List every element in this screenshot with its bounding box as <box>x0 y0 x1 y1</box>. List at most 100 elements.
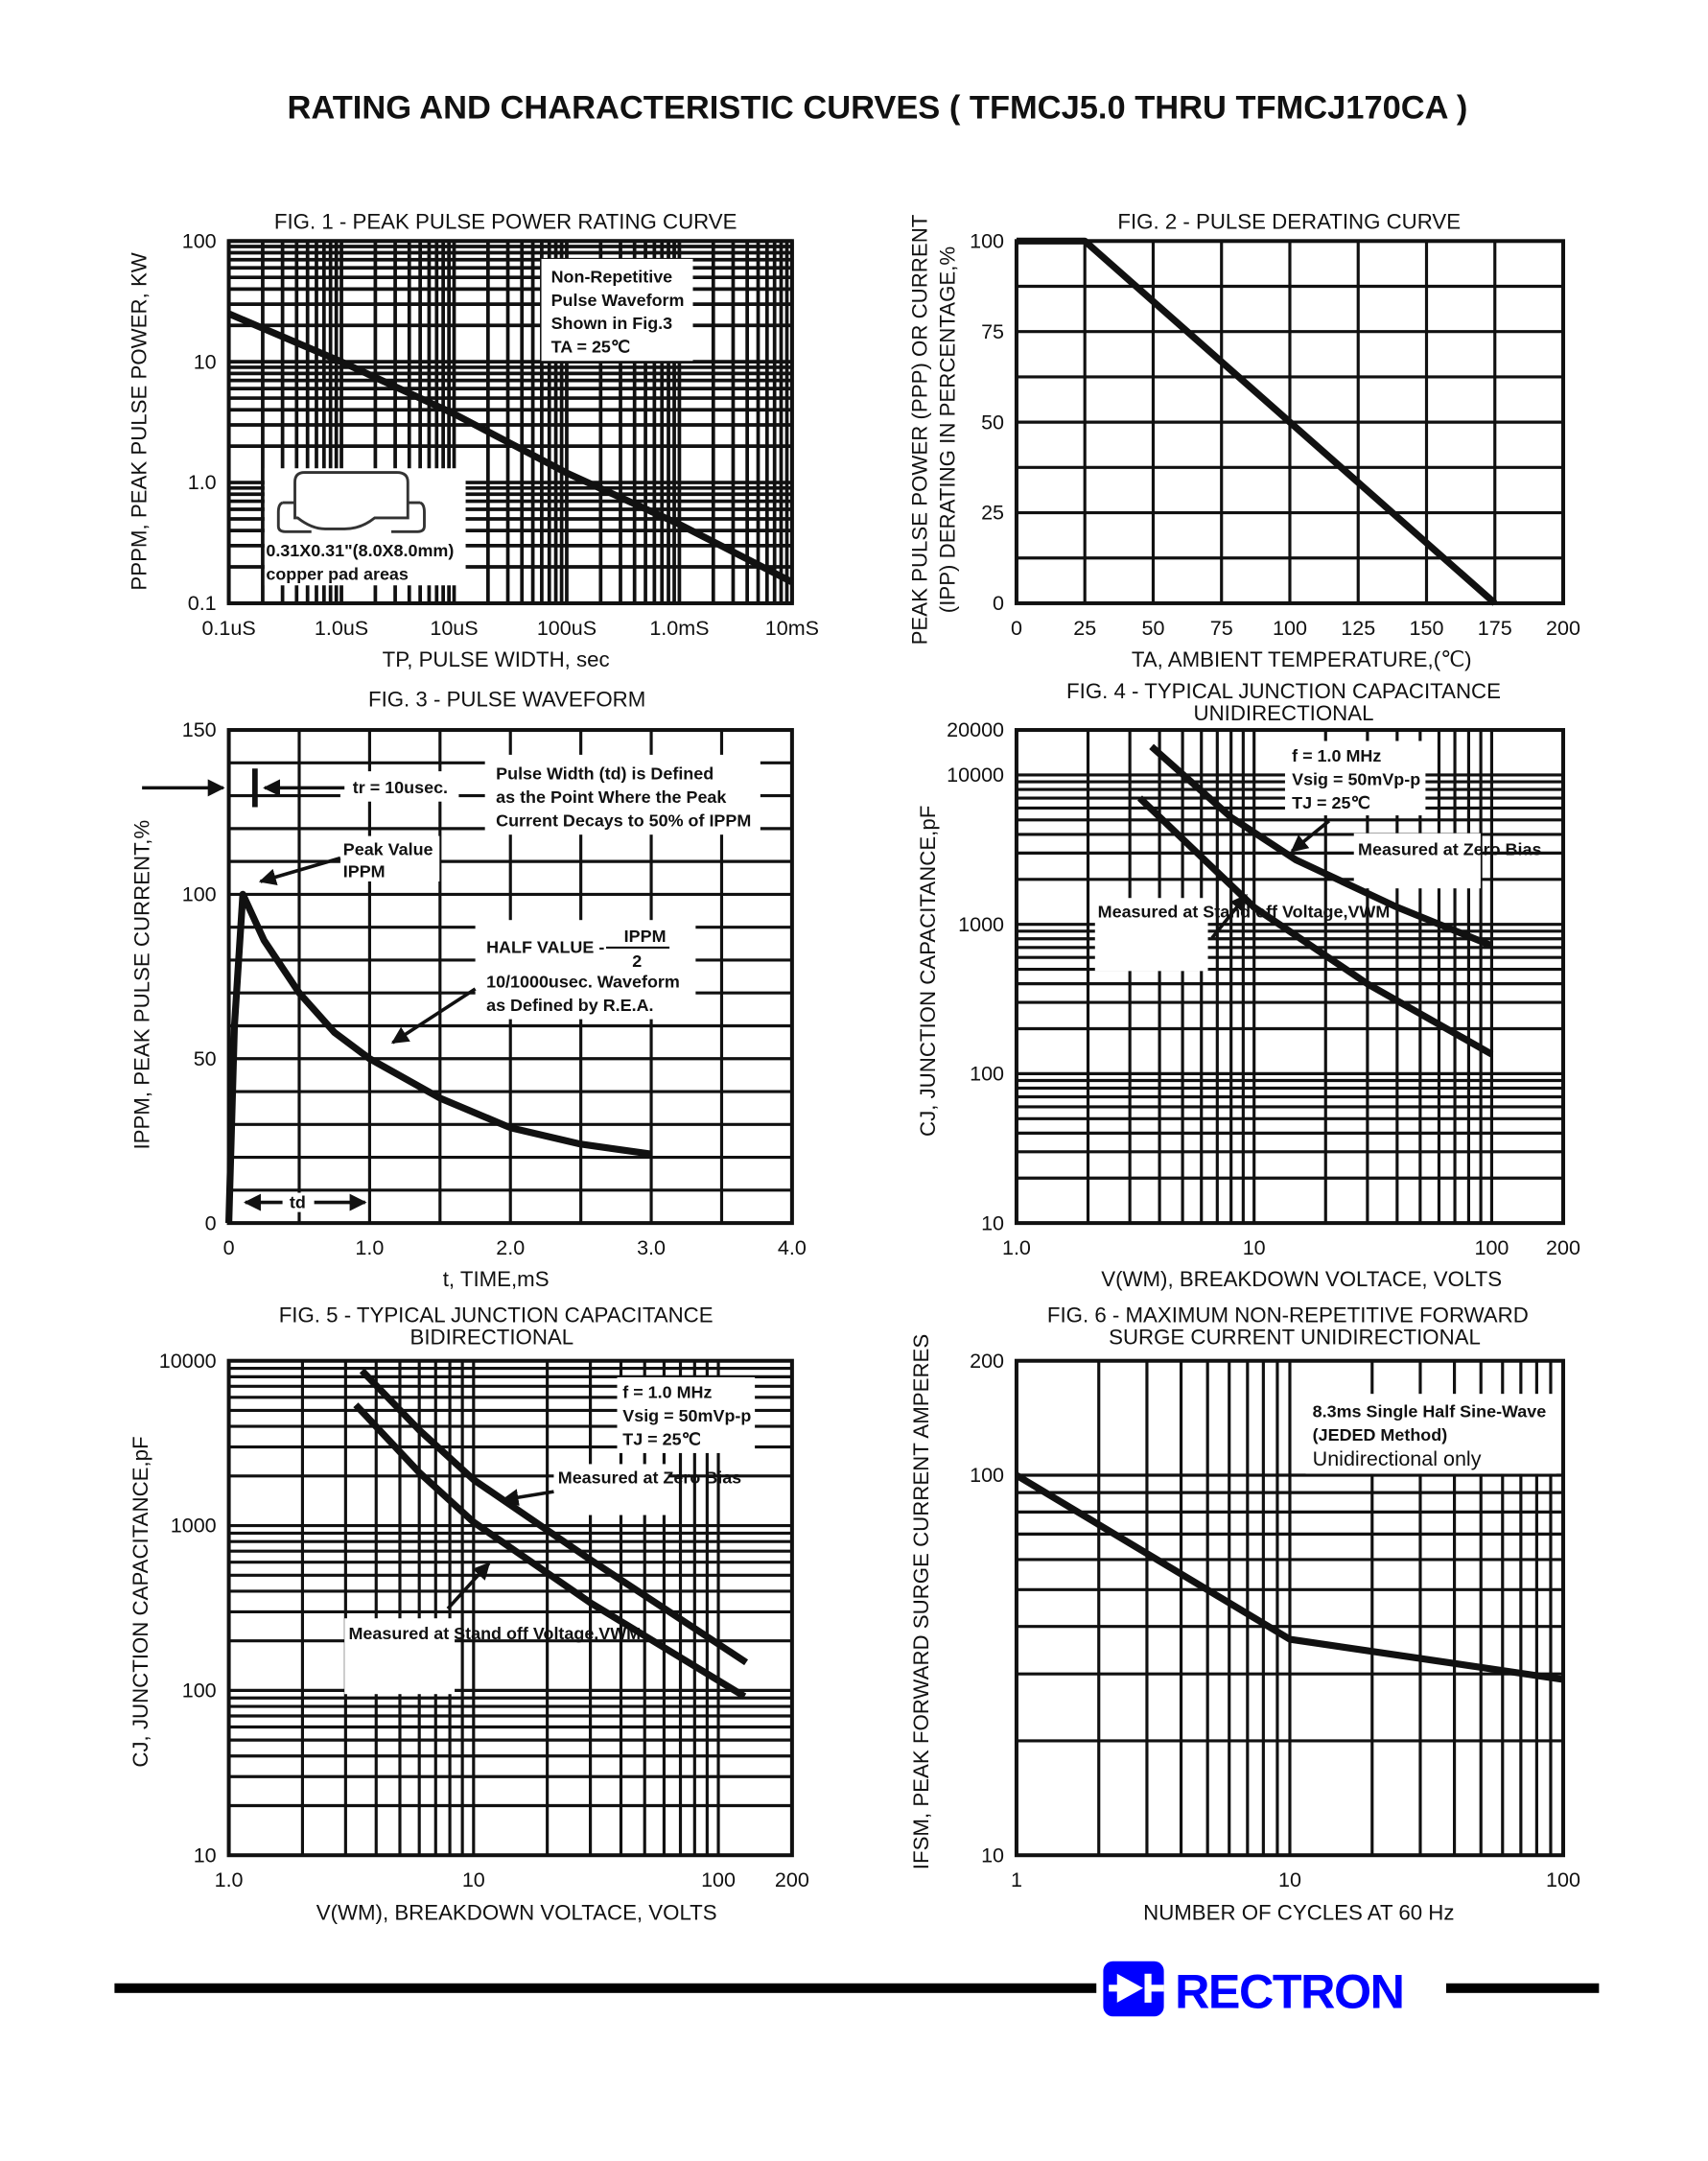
series-line-1 <box>224 890 652 1224</box>
x-tick-label: 200 <box>1546 1236 1580 1259</box>
x-tick-label: 100uS <box>537 617 597 640</box>
x-tick-label: 10mS <box>765 617 819 640</box>
fig5-title-line2: BIDIRECTIONAL <box>410 1325 574 1349</box>
annotation-text: Vsig = 50mVp-p <box>622 1406 751 1425</box>
arrow-icon <box>258 856 341 886</box>
fig6-title-line2: SURGE CURRENT UNIDIRECTIONAL <box>1109 1325 1481 1349</box>
x-tick-label: 2.0 <box>496 1236 525 1259</box>
fig6-plot: 1 10 100 200 100 10 <box>970 1350 1580 1891</box>
annotation-text: TJ = 25℃ <box>1292 793 1369 812</box>
y-tick-label: 20000 <box>947 718 1004 741</box>
legend-label: Measured at Zero Bias <box>558 1468 741 1488</box>
arrow-icon <box>1210 893 1249 940</box>
legend-label: Measured at Stand off Voltage,VWM <box>349 1624 642 1643</box>
annotation-text: TA = 25℃ <box>551 338 630 357</box>
fig1-title: FIG. 1 - PEAK PULSE POWER RATING CURVE <box>274 209 737 233</box>
series-line-1 <box>1015 1471 1564 1683</box>
plot-frame <box>226 239 794 605</box>
y-tick-label: 100 <box>182 1679 217 1703</box>
y-tick-label: 50 <box>194 1047 217 1070</box>
series-line-2 <box>353 1402 747 1700</box>
arrow-icon <box>1290 819 1331 853</box>
fig2-title: FIG. 2 - PULSE DERATING CURVE <box>1117 209 1461 233</box>
y-tick-label: 0 <box>993 592 1004 615</box>
annotation-background <box>339 835 440 882</box>
annotation-text: 8.3ms Single Half Sine-Wave <box>1313 1402 1547 1421</box>
y-tick-label: 0 <box>205 1211 217 1234</box>
annotation-background <box>344 1618 456 1695</box>
annotation-background <box>541 258 693 362</box>
fig5-y-label: CJ, JUNCTION CAPACITANCE,pF <box>129 1436 152 1767</box>
fig4-x-label: V(WM), BREAKDOWN VOLTACE, VOLTS <box>1101 1267 1502 1291</box>
annotation-text: Vsig = 50mVp-p <box>1292 769 1420 788</box>
annotation-text: Pulse Width (td) is Defined <box>496 764 714 784</box>
x-tick-label: 10 <box>1243 1236 1266 1259</box>
fig5-title-line1: FIG. 5 - TYPICAL JUNCTION CAPACITANCE <box>279 1304 714 1327</box>
x-tick-label: 0 <box>1011 617 1022 640</box>
y-tick-label: 200 <box>970 1350 1004 1373</box>
y-tick-label: 150 <box>182 718 217 741</box>
plot-frame <box>1014 239 1566 605</box>
x-tick-label: 0 <box>223 1236 235 1259</box>
fig3-plot: 0 1.0 2.0 3.0 4.0 150 100 50 0 <box>182 718 807 1259</box>
fig4-title-line2: UNIDIRECTIONAL <box>1194 701 1374 725</box>
x-tick-label: 100 <box>1273 617 1307 640</box>
y-tick-label: 75 <box>981 320 1004 343</box>
footer-rule-right <box>1445 1983 1600 1993</box>
y-tick-label: 10 <box>194 1844 217 1867</box>
fig4-title-line1: FIG. 4 - TYPICAL JUNCTION CAPACITANCE <box>1066 679 1501 703</box>
y-tick-label: 10 <box>194 350 217 373</box>
plot-frame <box>226 1358 794 1858</box>
x-tick-label: 1.0 <box>215 1868 244 1891</box>
annotation-background <box>475 920 696 1020</box>
y-tick-label: 10000 <box>947 763 1004 787</box>
x-tick-label: 75 <box>1210 617 1233 640</box>
annotation-text: 10/1000usec. Waveform <box>486 973 680 992</box>
annotation-text: as the Point Where the Peak <box>496 787 726 807</box>
x-tick-label: 1.0 <box>1002 1236 1031 1259</box>
x-tick-label: 100 <box>1546 1868 1580 1891</box>
annotation-background <box>339 771 459 802</box>
plot-frame <box>226 728 794 1226</box>
annotation-background <box>1305 1394 1556 1474</box>
annotation-background <box>484 754 760 835</box>
annotation-background <box>282 1192 314 1212</box>
annotation-background <box>1284 740 1426 816</box>
fig1-y-label: PPPM, PEAK PULSE POWER, KW <box>127 252 151 590</box>
series-line-1 <box>1149 743 1493 950</box>
annotation-text: Non-Repetitive <box>551 267 673 286</box>
fig6-y-label: IFSM, PEAK FORWARD SURGE CURRENT AMPERES <box>909 1334 933 1869</box>
fig1-x-label: TP, PULSE WIDTH, sec <box>383 647 610 671</box>
annotation-text: HALF VALUE - <box>486 938 604 957</box>
y-tick-label: 0.1 <box>188 592 217 615</box>
annotation-text: Peak Value <box>343 840 433 859</box>
fig6-x-label: NUMBER OF CYCLES AT 60 Hz <box>1143 1901 1454 1925</box>
x-tick-label: 200 <box>1546 617 1580 640</box>
x-tick-label: 10 <box>1278 1868 1301 1891</box>
x-tick-label: 125 <box>1341 617 1375 640</box>
plot-frame <box>1014 728 1566 1226</box>
annotation-text: f = 1.0 MHz <box>622 1382 712 1401</box>
fig4-annotation: f = 1.0 MHz Vsig = 50mVp-p TJ = 25℃ Meas… <box>1098 746 1541 940</box>
annotation-background <box>1353 833 1481 889</box>
annotation-text: as Defined by R.E.A. <box>486 996 653 1015</box>
annotation-text: Unidirectional only <box>1313 1447 1482 1470</box>
y-tick-label: 100 <box>182 883 217 906</box>
x-tick-label: 1 <box>1011 1868 1022 1891</box>
y-tick-label: 100 <box>970 1464 1004 1487</box>
fig2-y-label-line2: (IPP) DERATING IN PERCENTAGE,% <box>935 247 959 613</box>
y-tick-label: 100 <box>182 229 217 252</box>
annotation-text: TJ = 25℃ <box>622 1429 700 1448</box>
arrow-icon <box>390 987 477 1045</box>
x-tick-label: 10uS <box>430 617 478 640</box>
arrow-icon <box>446 1562 491 1610</box>
fig1-annotation: Non-Repetitive Pulse Waveform Shown in F… <box>551 267 685 356</box>
x-tick-label: 100 <box>701 1868 736 1891</box>
fig3-x-label: t, TIME,mS <box>443 1267 550 1291</box>
fig4-y-label: CJ, JUNCTION CAPACITANCE,pF <box>916 806 940 1137</box>
fig3-y-label: IPPM, PEAK PULSE CURRENT,% <box>129 820 153 1150</box>
x-tick-label: 10 <box>462 1868 485 1891</box>
